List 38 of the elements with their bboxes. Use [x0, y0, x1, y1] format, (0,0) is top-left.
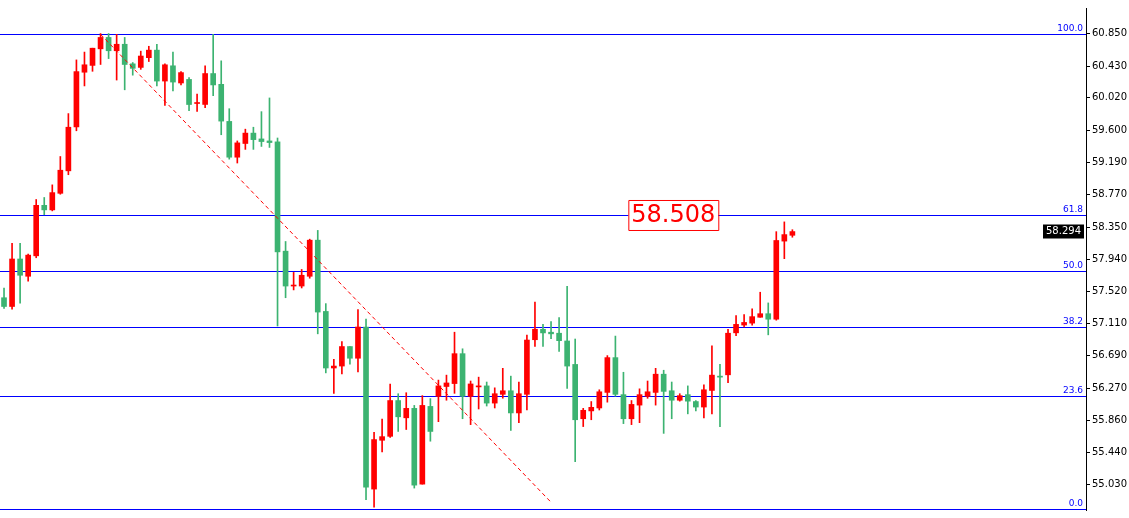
candlestick — [532, 301, 538, 347]
candlestick — [548, 321, 554, 340]
candlestick — [709, 345, 715, 415]
y-tick-label: 60.430 — [1092, 59, 1127, 71]
y-tick-label: 59.600 — [1092, 123, 1127, 135]
annotation: 23.6 — [1062, 384, 1084, 395]
candlestick — [741, 314, 747, 328]
y-tick-label: 60.850 — [1092, 27, 1127, 39]
y-tick-label: 60.020 — [1092, 91, 1127, 103]
annotation: 58.294 — [1046, 225, 1081, 237]
y-tick-label: 55.030 — [1092, 478, 1127, 490]
candlestick — [556, 317, 562, 352]
y-tick-label: 59.190 — [1092, 155, 1127, 167]
annotation: 100.0 — [1057, 22, 1084, 33]
y-tick-label: 58.350 — [1092, 220, 1127, 232]
candlestick — [765, 302, 772, 336]
candlestick — [194, 93, 200, 112]
candlestick — [499, 367, 506, 399]
y-tick-label: 57.110 — [1092, 316, 1127, 328]
y-tick-label: 55.440 — [1092, 446, 1127, 458]
annotation: 50.0 — [1062, 259, 1084, 270]
annotation: 61.8 — [1062, 203, 1084, 214]
candlestick — [564, 286, 570, 389]
candlestick — [757, 291, 764, 318]
candlestick — [403, 392, 410, 430]
y-tick-label: 57.520 — [1092, 285, 1127, 297]
y-tick-label: 56.690 — [1092, 349, 1127, 361]
candlestick — [210, 34, 217, 97]
annotation: 0.0 — [1068, 497, 1084, 508]
candlestick — [588, 401, 595, 421]
candlestick — [379, 418, 385, 453]
y-tick-label: 57.940 — [1092, 252, 1127, 264]
y-tick-label: 56.270 — [1092, 381, 1127, 393]
y-tick-label: 58.770 — [1092, 188, 1127, 200]
candlestick — [540, 324, 546, 347]
annotation: 38.2 — [1062, 315, 1083, 326]
annotation: 58.508 — [631, 200, 716, 229]
y-tick-label: 55.860 — [1092, 413, 1127, 425]
